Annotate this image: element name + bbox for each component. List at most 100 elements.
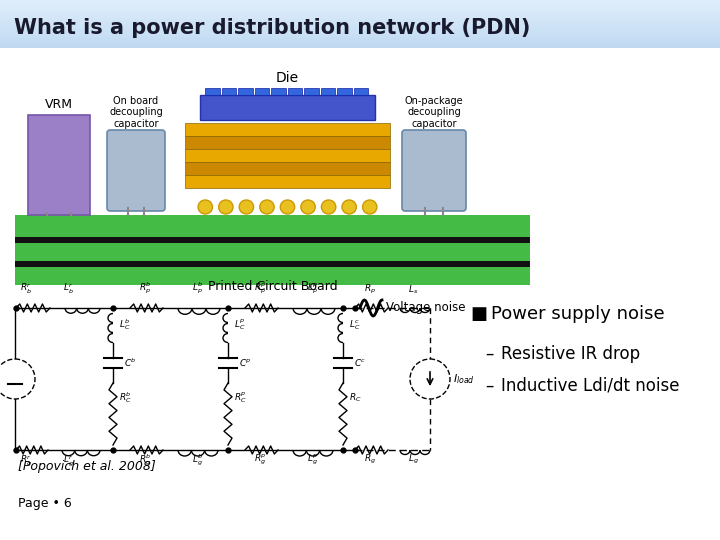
Text: $L_C^b$: $L_C^b$	[119, 318, 130, 333]
Text: Page • 6: Page • 6	[18, 497, 72, 510]
Bar	[185, 136, 390, 149]
Text: $R_C$: $R_C$	[349, 392, 361, 404]
Bar	[0, 35, 720, 37]
Bar	[0, 24, 720, 26]
Bar	[337, 88, 351, 95]
Bar	[0, 13, 720, 15]
Ellipse shape	[198, 200, 212, 214]
Bar	[254, 88, 269, 95]
Text: $L_C^p$: $L_C^p$	[234, 318, 246, 333]
Bar	[0, 18, 720, 19]
Bar	[0, 38, 720, 40]
Bar	[0, 30, 720, 32]
Text: Voltage noise: Voltage noise	[386, 301, 466, 314]
Bar	[0, 5, 720, 7]
Bar	[0, 46, 720, 49]
Bar	[0, 42, 720, 44]
Text: $R_g^p$: $R_g^p$	[253, 453, 266, 467]
Bar	[15, 237, 530, 243]
Text: On-package
decoupling
capacitor: On-package decoupling capacitor	[405, 96, 463, 129]
Text: $R_g$: $R_g$	[364, 453, 376, 466]
Text: $C^b$: $C^b$	[124, 357, 137, 369]
Bar	[15, 267, 530, 285]
Bar	[0, 15, 720, 17]
Bar	[15, 243, 530, 261]
Text: $L_C^c$: $L_C^c$	[349, 318, 361, 332]
Bar	[0, 27, 720, 29]
Bar	[15, 215, 530, 237]
Bar	[0, 43, 720, 45]
Bar	[0, 29, 720, 31]
Bar	[320, 88, 335, 95]
Text: –: –	[485, 345, 493, 363]
Text: $L_b^r$: $L_b^r$	[63, 282, 73, 296]
Text: $L_g^b$: $L_g^b$	[192, 453, 204, 469]
Text: $L_p^p$: $L_p^p$	[307, 282, 319, 296]
Text: $C^c$: $C^c$	[354, 357, 366, 368]
Bar	[0, 25, 720, 28]
Text: $I_{load}$: $I_{load}$	[453, 372, 475, 386]
Text: $R_p^b$: $R_p^b$	[139, 280, 151, 296]
Bar	[205, 88, 220, 95]
Bar	[222, 88, 236, 95]
Bar	[354, 88, 368, 95]
Bar	[0, 16, 720, 18]
Ellipse shape	[260, 200, 274, 214]
Bar	[287, 88, 302, 95]
Bar	[0, 45, 720, 47]
Bar	[271, 88, 286, 95]
Bar	[0, 22, 720, 24]
Text: Power supply noise: Power supply noise	[491, 305, 665, 323]
Text: $R_C^p$: $R_C^p$	[234, 390, 247, 406]
Circle shape	[0, 359, 35, 399]
FancyBboxPatch shape	[107, 130, 165, 211]
Bar	[28, 115, 90, 215]
Bar	[15, 261, 530, 267]
Text: [Popovich et al. 2008]: [Popovich et al. 2008]	[18, 460, 156, 473]
Text: VRM: VRM	[45, 98, 73, 111]
Text: $R_b^r$: $R_b^r$	[20, 282, 32, 296]
Text: Inductive Ldi/dt noise: Inductive Ldi/dt noise	[501, 377, 680, 395]
Bar	[0, 0, 720, 2]
Text: $L_g^p$: $L_g^p$	[307, 453, 319, 467]
Bar	[0, 19, 720, 21]
Text: $R_C^b$: $R_C^b$	[119, 390, 132, 406]
Text: What is a power distribution network (PDN): What is a power distribution network (PD…	[14, 18, 531, 38]
Text: $L_g$: $L_g$	[408, 453, 418, 466]
Bar	[0, 3, 720, 5]
Text: Printed Circuit Board: Printed Circuit Board	[207, 280, 337, 293]
Ellipse shape	[239, 200, 253, 214]
Text: Resistive IR drop: Resistive IR drop	[501, 345, 640, 363]
Text: $R_p$: $R_p$	[364, 283, 376, 296]
Text: $R_p^p$: $R_p^p$	[253, 282, 266, 296]
Bar	[0, 40, 720, 42]
Text: $L_g^r$: $L_g^r$	[63, 453, 73, 468]
Text: $R_g^r$: $R_g^r$	[20, 453, 32, 468]
Bar	[304, 88, 318, 95]
Ellipse shape	[280, 200, 294, 214]
Text: $R_g^b$: $R_g^b$	[139, 453, 151, 469]
Text: Die: Die	[276, 71, 299, 85]
Bar	[0, 2, 720, 4]
Text: ■: ■	[470, 305, 487, 323]
Bar	[185, 123, 390, 136]
Bar	[0, 11, 720, 14]
Circle shape	[410, 359, 450, 399]
Ellipse shape	[301, 200, 315, 214]
Bar	[0, 33, 720, 36]
Bar	[0, 6, 720, 9]
FancyBboxPatch shape	[402, 130, 466, 211]
Ellipse shape	[219, 200, 233, 214]
Bar	[185, 149, 390, 162]
Text: –: –	[485, 377, 493, 395]
Ellipse shape	[363, 200, 377, 214]
Bar	[0, 10, 720, 12]
Bar	[0, 8, 720, 10]
Text: $L_p^b$: $L_p^b$	[192, 280, 204, 296]
Bar	[238, 88, 253, 95]
Ellipse shape	[342, 200, 356, 214]
Bar	[185, 175, 390, 188]
Text: $L_s$: $L_s$	[408, 284, 418, 296]
Text: On board
decoupling
capacitor: On board decoupling capacitor	[109, 96, 163, 129]
Text: $C^p$: $C^p$	[239, 357, 252, 368]
